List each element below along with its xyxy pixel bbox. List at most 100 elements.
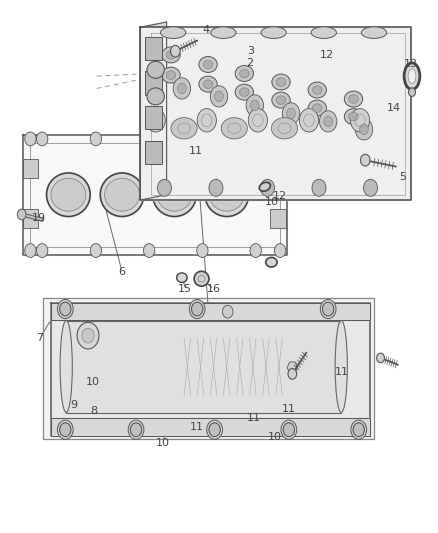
Bar [270, 209, 286, 228]
Text: 10: 10 [156, 438, 170, 448]
Circle shape [377, 353, 385, 363]
Circle shape [157, 179, 171, 196]
Circle shape [324, 116, 332, 127]
Circle shape [197, 109, 216, 132]
Bar [22, 159, 38, 177]
Ellipse shape [308, 82, 326, 98]
Ellipse shape [344, 91, 363, 107]
Ellipse shape [240, 69, 249, 78]
Circle shape [82, 328, 94, 343]
Circle shape [215, 91, 223, 102]
Circle shape [353, 423, 364, 437]
Ellipse shape [205, 173, 249, 216]
Polygon shape [43, 298, 374, 439]
Text: 12: 12 [273, 191, 287, 201]
Circle shape [360, 155, 370, 166]
Text: 11: 11 [282, 404, 296, 414]
Ellipse shape [171, 118, 197, 139]
Ellipse shape [361, 27, 387, 38]
Ellipse shape [152, 173, 196, 216]
Circle shape [191, 302, 203, 316]
Circle shape [197, 132, 208, 146]
Circle shape [90, 244, 102, 257]
Ellipse shape [166, 51, 176, 59]
Ellipse shape [312, 86, 322, 94]
Circle shape [261, 179, 275, 196]
Circle shape [60, 423, 71, 437]
Circle shape [207, 420, 223, 439]
Circle shape [355, 119, 373, 140]
Ellipse shape [203, 60, 213, 69]
Polygon shape [66, 321, 341, 413]
Text: 19: 19 [32, 213, 46, 223]
Ellipse shape [46, 173, 90, 216]
Text: 3: 3 [247, 46, 254, 56]
Circle shape [246, 95, 264, 116]
Ellipse shape [272, 92, 290, 108]
Text: 11: 11 [247, 413, 261, 423]
Text: 16: 16 [207, 285, 221, 294]
Circle shape [248, 109, 268, 132]
Ellipse shape [259, 182, 270, 191]
Circle shape [77, 322, 99, 349]
Circle shape [25, 244, 36, 257]
Circle shape [322, 302, 334, 316]
Ellipse shape [261, 27, 286, 38]
Circle shape [409, 88, 416, 96]
Polygon shape [141, 22, 166, 200]
Ellipse shape [308, 100, 326, 116]
Circle shape [57, 420, 73, 439]
Ellipse shape [266, 257, 277, 267]
Circle shape [281, 420, 297, 439]
Ellipse shape [105, 178, 140, 211]
Circle shape [250, 244, 261, 257]
Bar [145, 71, 162, 95]
Circle shape [36, 132, 48, 146]
Ellipse shape [199, 56, 217, 72]
Circle shape [197, 244, 208, 257]
Text: 11: 11 [335, 367, 349, 377]
Ellipse shape [209, 178, 244, 211]
Ellipse shape [100, 173, 144, 216]
Circle shape [57, 300, 73, 319]
Circle shape [251, 100, 259, 111]
Polygon shape [287, 362, 297, 373]
Text: 13: 13 [404, 60, 418, 69]
Circle shape [60, 302, 71, 316]
Ellipse shape [311, 27, 336, 38]
Text: 9: 9 [71, 400, 78, 410]
Ellipse shape [162, 47, 180, 63]
Circle shape [320, 300, 336, 319]
Circle shape [177, 83, 186, 94]
Ellipse shape [404, 63, 420, 90]
Ellipse shape [349, 112, 358, 121]
Circle shape [209, 423, 220, 437]
Circle shape [350, 109, 370, 132]
Ellipse shape [408, 69, 416, 84]
Ellipse shape [349, 95, 358, 103]
Text: 12: 12 [320, 50, 334, 60]
Ellipse shape [276, 78, 286, 86]
Circle shape [90, 132, 102, 146]
Polygon shape [51, 303, 370, 435]
Circle shape [275, 244, 286, 257]
Ellipse shape [147, 61, 164, 78]
Circle shape [128, 420, 144, 439]
Ellipse shape [272, 118, 297, 139]
Circle shape [170, 45, 180, 57]
Circle shape [131, 423, 142, 437]
Polygon shape [23, 135, 287, 255]
Ellipse shape [166, 71, 176, 79]
Ellipse shape [162, 67, 180, 83]
Bar [270, 159, 286, 177]
Ellipse shape [335, 320, 347, 413]
Ellipse shape [235, 66, 254, 82]
Circle shape [283, 423, 294, 437]
Circle shape [319, 111, 337, 132]
Bar [22, 209, 38, 228]
Circle shape [146, 109, 165, 132]
Circle shape [173, 78, 191, 99]
Text: 4: 4 [202, 25, 209, 35]
Text: 10: 10 [265, 197, 279, 207]
Text: 5: 5 [399, 172, 406, 182]
